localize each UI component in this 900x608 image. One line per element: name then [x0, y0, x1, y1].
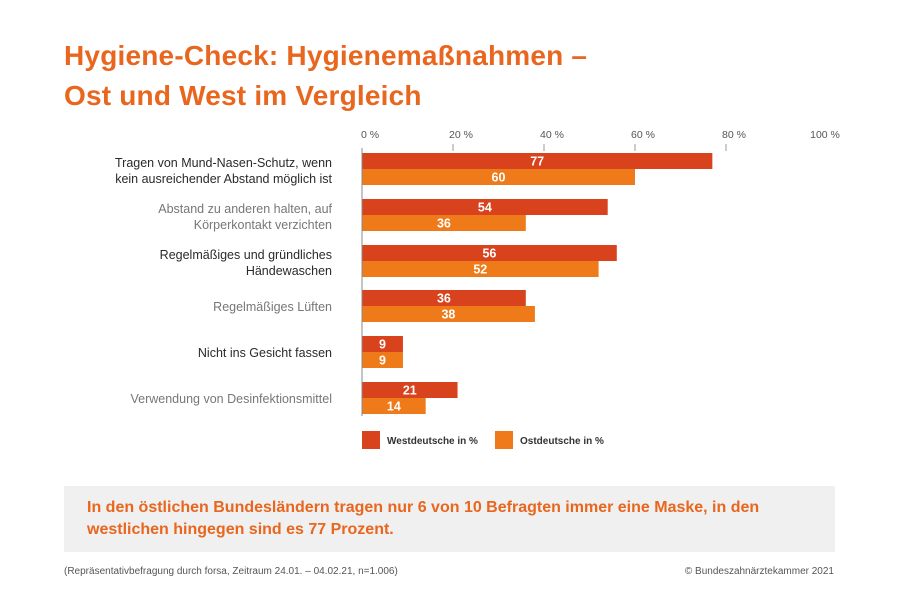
bar-value-label: 14	[387, 400, 401, 414]
chart-title: Hygiene-Check: Hygienemaßnahmen – Ost un…	[64, 36, 587, 116]
bar-value-label: 54	[478, 201, 492, 215]
legend-label: Westdeutsche in %	[387, 436, 478, 447]
bar-west	[362, 336, 403, 352]
category-label: Nicht ins Gesicht fassen	[197, 346, 332, 360]
bar-ost	[362, 215, 526, 231]
axis-tick-label: 60 %	[631, 129, 655, 141]
bar-west	[362, 245, 617, 261]
bar-chart: 0 % 20 % 40 % 60 % 80 % 100 % 77 54 56 36 9 21 60 36 5…	[361, 129, 840, 449]
bar-west	[362, 290, 526, 306]
axis-tick-label: 20 %	[449, 129, 473, 141]
title-line-2: Ost und West im Vergleich	[64, 80, 422, 111]
bar-value-label: 36	[437, 292, 451, 306]
category-label: Tragen von Mund-Nasen-Schutz, wenn kein a…	[114, 156, 332, 186]
bar-value-label: 77	[530, 155, 544, 169]
bar-value-label: 9	[379, 338, 386, 352]
source-note: (Repräsentativbefragung durch forsa, Zei…	[64, 566, 398, 577]
bar-west	[362, 382, 458, 398]
category-label: Regelmäßiges und gründliches Händewaschen	[159, 248, 332, 278]
legend-swatch-west	[362, 431, 380, 449]
category-label: Regelmäßiges Lüften	[213, 300, 332, 314]
bar-west	[362, 199, 608, 215]
category-label: Abstand zu anderen halten, auf Körperkont…	[158, 202, 332, 232]
axis-tick-label: 0 %	[361, 129, 379, 141]
bar-ost	[362, 352, 403, 368]
bar-west	[362, 153, 713, 169]
bar-ost	[362, 261, 599, 277]
bar-ost	[362, 169, 635, 185]
category-label: Verwendung von Desinfektionsmittel	[130, 392, 332, 406]
callout-box: In den östlichen Bundesländern tragen nu…	[64, 486, 835, 552]
copyright: © Bundeszahnärztekammer 2021	[684, 566, 834, 577]
legend-label: Ostdeutsche in %	[520, 436, 604, 447]
title-line-1: Hygiene-Check: Hygienemaßnahmen –	[64, 40, 588, 71]
bar-ost	[362, 398, 426, 414]
bar-value-label: 60	[492, 171, 506, 185]
bar-value-label: 21	[403, 384, 417, 398]
bar-value-label: 56	[482, 247, 496, 261]
axis-tick-label: 100 %	[810, 129, 840, 141]
bar-value-label: 38	[441, 308, 455, 322]
legend-swatch-ost	[495, 431, 513, 449]
callout-text: In den östlichen Bundesländern tragen nu…	[87, 499, 760, 538]
bar-value-label: 36	[437, 217, 451, 231]
bar-value-label: 9	[379, 354, 386, 368]
axis-tick-label: 40 %	[540, 129, 564, 141]
bar-ost	[362, 306, 535, 322]
bar-value-label: 52	[473, 263, 487, 277]
axis-tick-label: 80 %	[722, 129, 746, 141]
